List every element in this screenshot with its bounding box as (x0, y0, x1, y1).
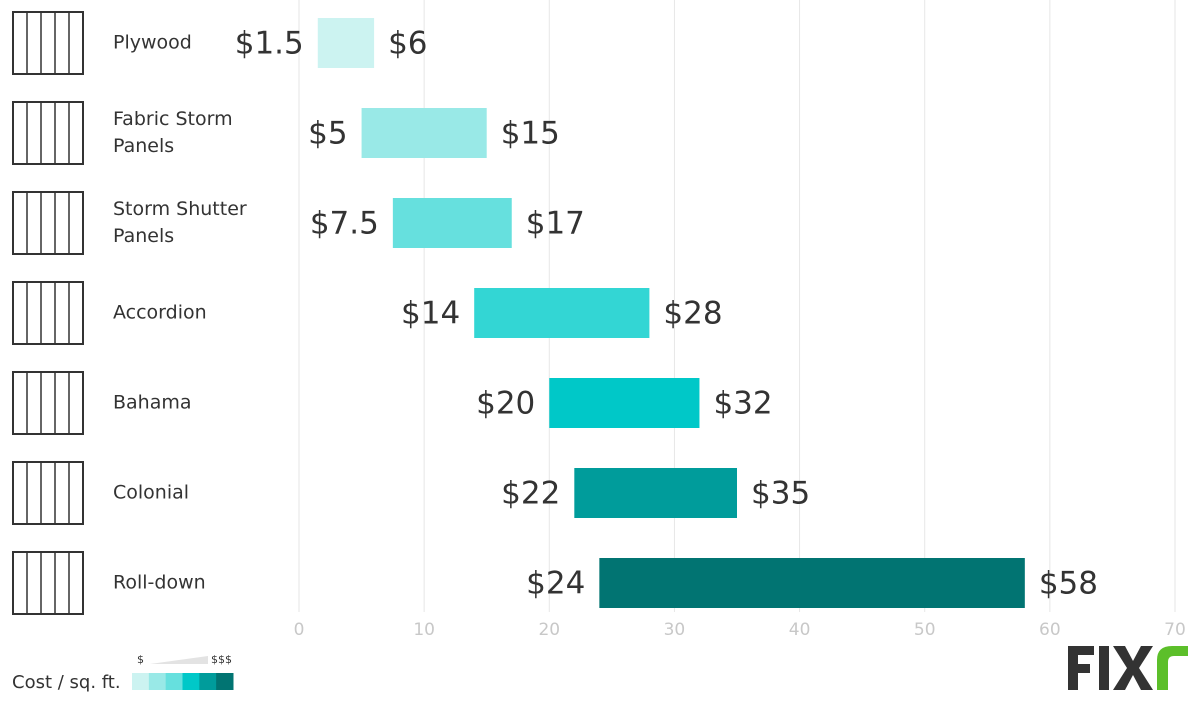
high-label: $6 (388, 26, 427, 62)
bar (574, 468, 737, 518)
high-label: $32 (713, 386, 772, 422)
low-label: $24 (526, 566, 585, 602)
bar (317, 18, 375, 68)
category-label: Accordion (113, 301, 207, 324)
legend-swatch (132, 673, 150, 690)
bar (599, 558, 1025, 608)
icon-frame (12, 371, 84, 435)
legend-high: $$$ (211, 653, 232, 666)
logo-i (1099, 646, 1109, 690)
low-label: $22 (501, 476, 560, 512)
category-label: Bahama (113, 391, 192, 414)
low-label: $7.5 (310, 206, 379, 242)
x-tick-label: 60 (1039, 620, 1061, 640)
icon (12, 11, 84, 75)
icon-frame (12, 461, 84, 525)
legend-title: Cost / sq. ft. (12, 672, 121, 693)
high-label: $15 (501, 116, 560, 152)
x-tick-label: 50 (914, 620, 936, 640)
icon-frame (12, 11, 84, 75)
legend-swatch (165, 673, 183, 690)
x-tick-label: 70 (1164, 620, 1186, 640)
category-label: Storm Shutter Panels (113, 198, 247, 247)
bar (361, 108, 487, 158)
icon-frame (12, 281, 84, 345)
x-tick-label: 20 (538, 620, 560, 640)
icon (12, 551, 84, 615)
high-label: $17 (526, 206, 585, 242)
low-label: $14 (401, 296, 460, 332)
category-label: Colonial (113, 481, 190, 504)
logo-f-top (1068, 646, 1094, 655)
logo (1068, 646, 1188, 690)
icon (12, 461, 84, 525)
logo-x (1113, 646, 1153, 690)
category-label: Plywood (113, 31, 192, 54)
icon-frame (12, 101, 84, 165)
icon-frame (12, 551, 84, 615)
icon (12, 371, 84, 435)
bar (474, 288, 650, 338)
icon (12, 191, 84, 255)
legend-swatch (182, 673, 200, 690)
logo-f-mid (1068, 664, 1090, 673)
icon (12, 281, 84, 345)
low-label: $1.5 (235, 26, 304, 62)
legend-low: $ (137, 653, 144, 666)
legend-swatch (148, 673, 167, 690)
low-label: $20 (476, 386, 535, 422)
legend-wedge (150, 656, 208, 664)
x-tick-label: 10 (413, 620, 435, 640)
category-label: Roll-down (113, 571, 206, 594)
category-label: Fabric Storm Panels (113, 108, 233, 157)
high-label: $28 (663, 296, 722, 332)
bar (392, 198, 512, 248)
legend-swatch (199, 673, 217, 690)
bar (549, 378, 700, 428)
high-label: $35 (751, 476, 810, 512)
legend-swatch (216, 673, 234, 690)
high-label: $58 (1039, 566, 1098, 602)
x-tick-label: 30 (664, 620, 686, 640)
x-tick-label: 0 (294, 620, 305, 640)
x-tick-label: 40 (789, 620, 811, 640)
icon-frame (12, 191, 84, 255)
low-label: $5 (308, 116, 347, 152)
icon (12, 101, 84, 165)
logo-r (1157, 646, 1188, 690)
